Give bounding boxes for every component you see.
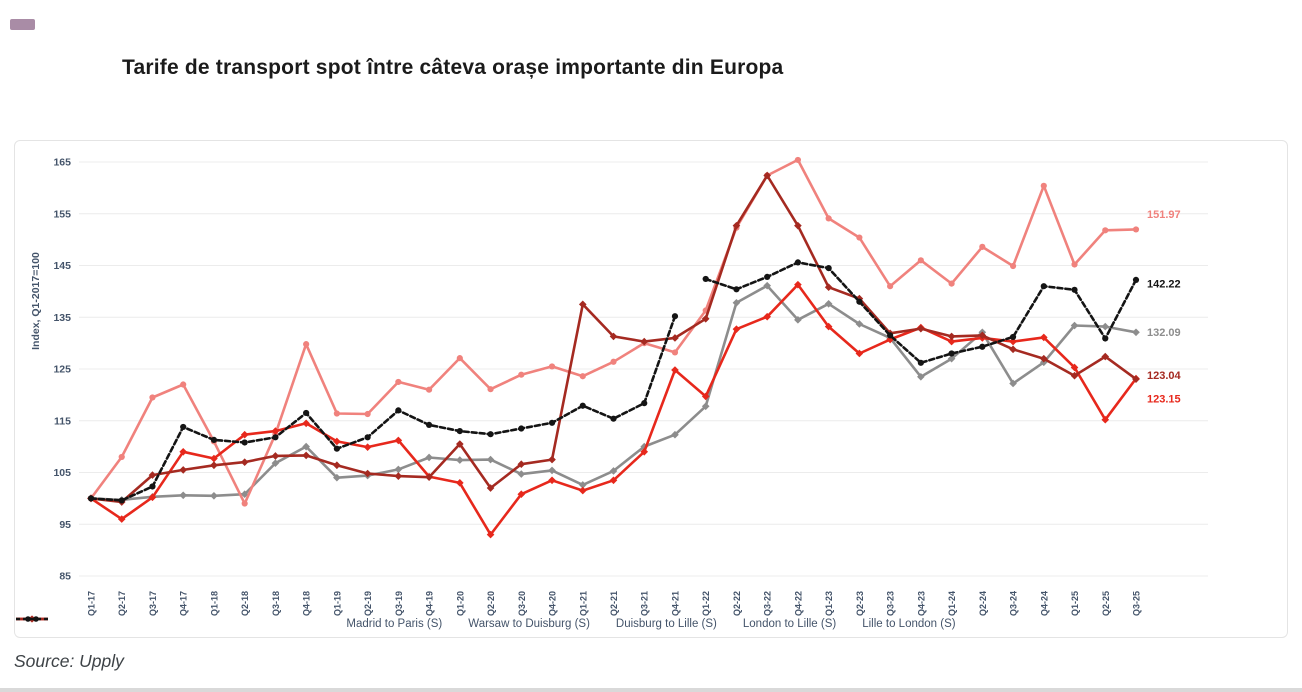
x-tick-label: Q4-19 xyxy=(425,591,435,616)
x-tick-label: Q2-20 xyxy=(486,591,496,616)
series-lille-to-london-s- xyxy=(87,259,1140,504)
x-tick-label: Q4-24 xyxy=(1039,591,1049,616)
x-tick-label: Q2-17 xyxy=(117,591,127,616)
y-axis-title: Index, Q1-2017=100 xyxy=(30,252,42,350)
y-tick-label: 105 xyxy=(53,467,71,479)
x-tick-label: Q3-20 xyxy=(517,591,527,616)
x-tick-label: Q4-20 xyxy=(548,591,558,616)
legend-item-duisburg-to-lille-s-: Duisburg to Lille (S) xyxy=(16,615,717,630)
x-tick-label: Q2-22 xyxy=(732,591,742,616)
x-tick-label: Q3-19 xyxy=(394,591,404,616)
legend-label: Warsaw to Duisburg (S) xyxy=(468,618,590,630)
y-tick-label: 115 xyxy=(54,415,71,427)
x-tick-label: Q4-23 xyxy=(916,591,926,616)
legend-label: Lille to London (S) xyxy=(862,618,956,630)
series-madrid-to-paris-s- xyxy=(87,281,1140,504)
x-tick-label: Q1-19 xyxy=(332,591,342,616)
legend-label: Duisburg to Lille (S) xyxy=(615,618,717,630)
x-tick-label: Q1-24 xyxy=(947,591,957,616)
page-title: Tarife de transport spot între câteva or… xyxy=(122,56,784,79)
x-tick-label: Q3-24 xyxy=(1009,591,1019,616)
x-tick-label: Q1-23 xyxy=(824,591,834,616)
y-tick-label: 155 xyxy=(53,208,71,220)
x-tick-label: Q2-19 xyxy=(363,591,373,616)
series-duisburg-to-lille-s- xyxy=(87,280,1140,539)
x-tick-label: Q1-25 xyxy=(1070,591,1080,616)
x-tick-label: Q3-25 xyxy=(1132,591,1142,616)
series-end-value-label: 123.15 xyxy=(1147,393,1181,405)
y-tick-label: 135 xyxy=(53,312,71,324)
series-end-value-label: 132.09 xyxy=(1147,327,1181,339)
spot-rates-line-chart: 85 95 105 115 125 135 145 155 165 Index, Q1-2017=… xyxy=(30,157,1208,616)
series-end-value-label: 151.97 xyxy=(1147,209,1181,221)
x-tick-label: Q2-25 xyxy=(1101,591,1111,616)
y-tick-label: 125 xyxy=(53,364,71,376)
legend-label: Madrid to Paris (S) xyxy=(346,618,443,630)
x-tick-label: Q2-18 xyxy=(240,591,250,616)
y-tick-label: 145 xyxy=(53,260,71,272)
series-end-value-label: 123.04 xyxy=(1147,370,1182,382)
y-tick-label: 165 xyxy=(53,157,71,169)
x-tick-label: Q3-23 xyxy=(886,591,896,616)
x-tick-label: Q3-17 xyxy=(148,591,158,616)
x-tick-label: Q2-24 xyxy=(978,591,988,616)
legend-item-warsaw-to-duisburg-s-: Warsaw to Duisburg (S) xyxy=(16,616,590,630)
series-end-value-label: 142.22 xyxy=(1147,279,1181,291)
y-tick-label: 85 xyxy=(59,571,71,583)
x-tick-label: Q4-18 xyxy=(302,591,312,616)
bottom-divider xyxy=(0,688,1302,692)
source-note: Source: Upply xyxy=(14,651,124,671)
legend-item-madrid-to-paris-s-: Madrid to Paris (S) xyxy=(16,615,443,630)
y-tick-label: 95 xyxy=(59,519,71,531)
legend-swatch-icon xyxy=(16,616,48,622)
x-tick-label: Q4-22 xyxy=(793,591,803,616)
x-tick-label: Q1-22 xyxy=(701,591,711,616)
legend-label: London to Lille (S) xyxy=(742,618,837,630)
x-tick-label: Q4-17 xyxy=(179,591,189,616)
legend-item-london-to-lille-s-: London to Lille (S) xyxy=(16,615,837,630)
x-tick-label: Q4-21 xyxy=(670,591,680,616)
series-london-to-lille-s- xyxy=(87,171,1140,506)
x-tick-label: Q1-21 xyxy=(578,591,588,616)
x-tick-label: Q2-23 xyxy=(855,591,865,616)
accent-pill xyxy=(10,19,35,30)
chart-card: 85 95 105 115 125 135 145 155 165 Index, Q1-2017=… xyxy=(14,140,1288,638)
x-tick-label: Q1-18 xyxy=(209,591,219,616)
legend-item-lille-to-london-s-: Lille to London (S) xyxy=(16,616,956,630)
x-tick-label: Q3-18 xyxy=(271,591,281,616)
x-tick-label: Q1-17 xyxy=(87,591,97,616)
chart-legend: Madrid to Paris (S) Warsaw to Duisburg (S… xyxy=(15,613,1287,635)
x-tick-label: Q1-20 xyxy=(455,591,465,616)
x-tick-label: Q3-22 xyxy=(763,591,773,616)
x-tick-label: Q2-21 xyxy=(609,591,619,616)
x-tick-label: Q3-21 xyxy=(640,591,650,616)
